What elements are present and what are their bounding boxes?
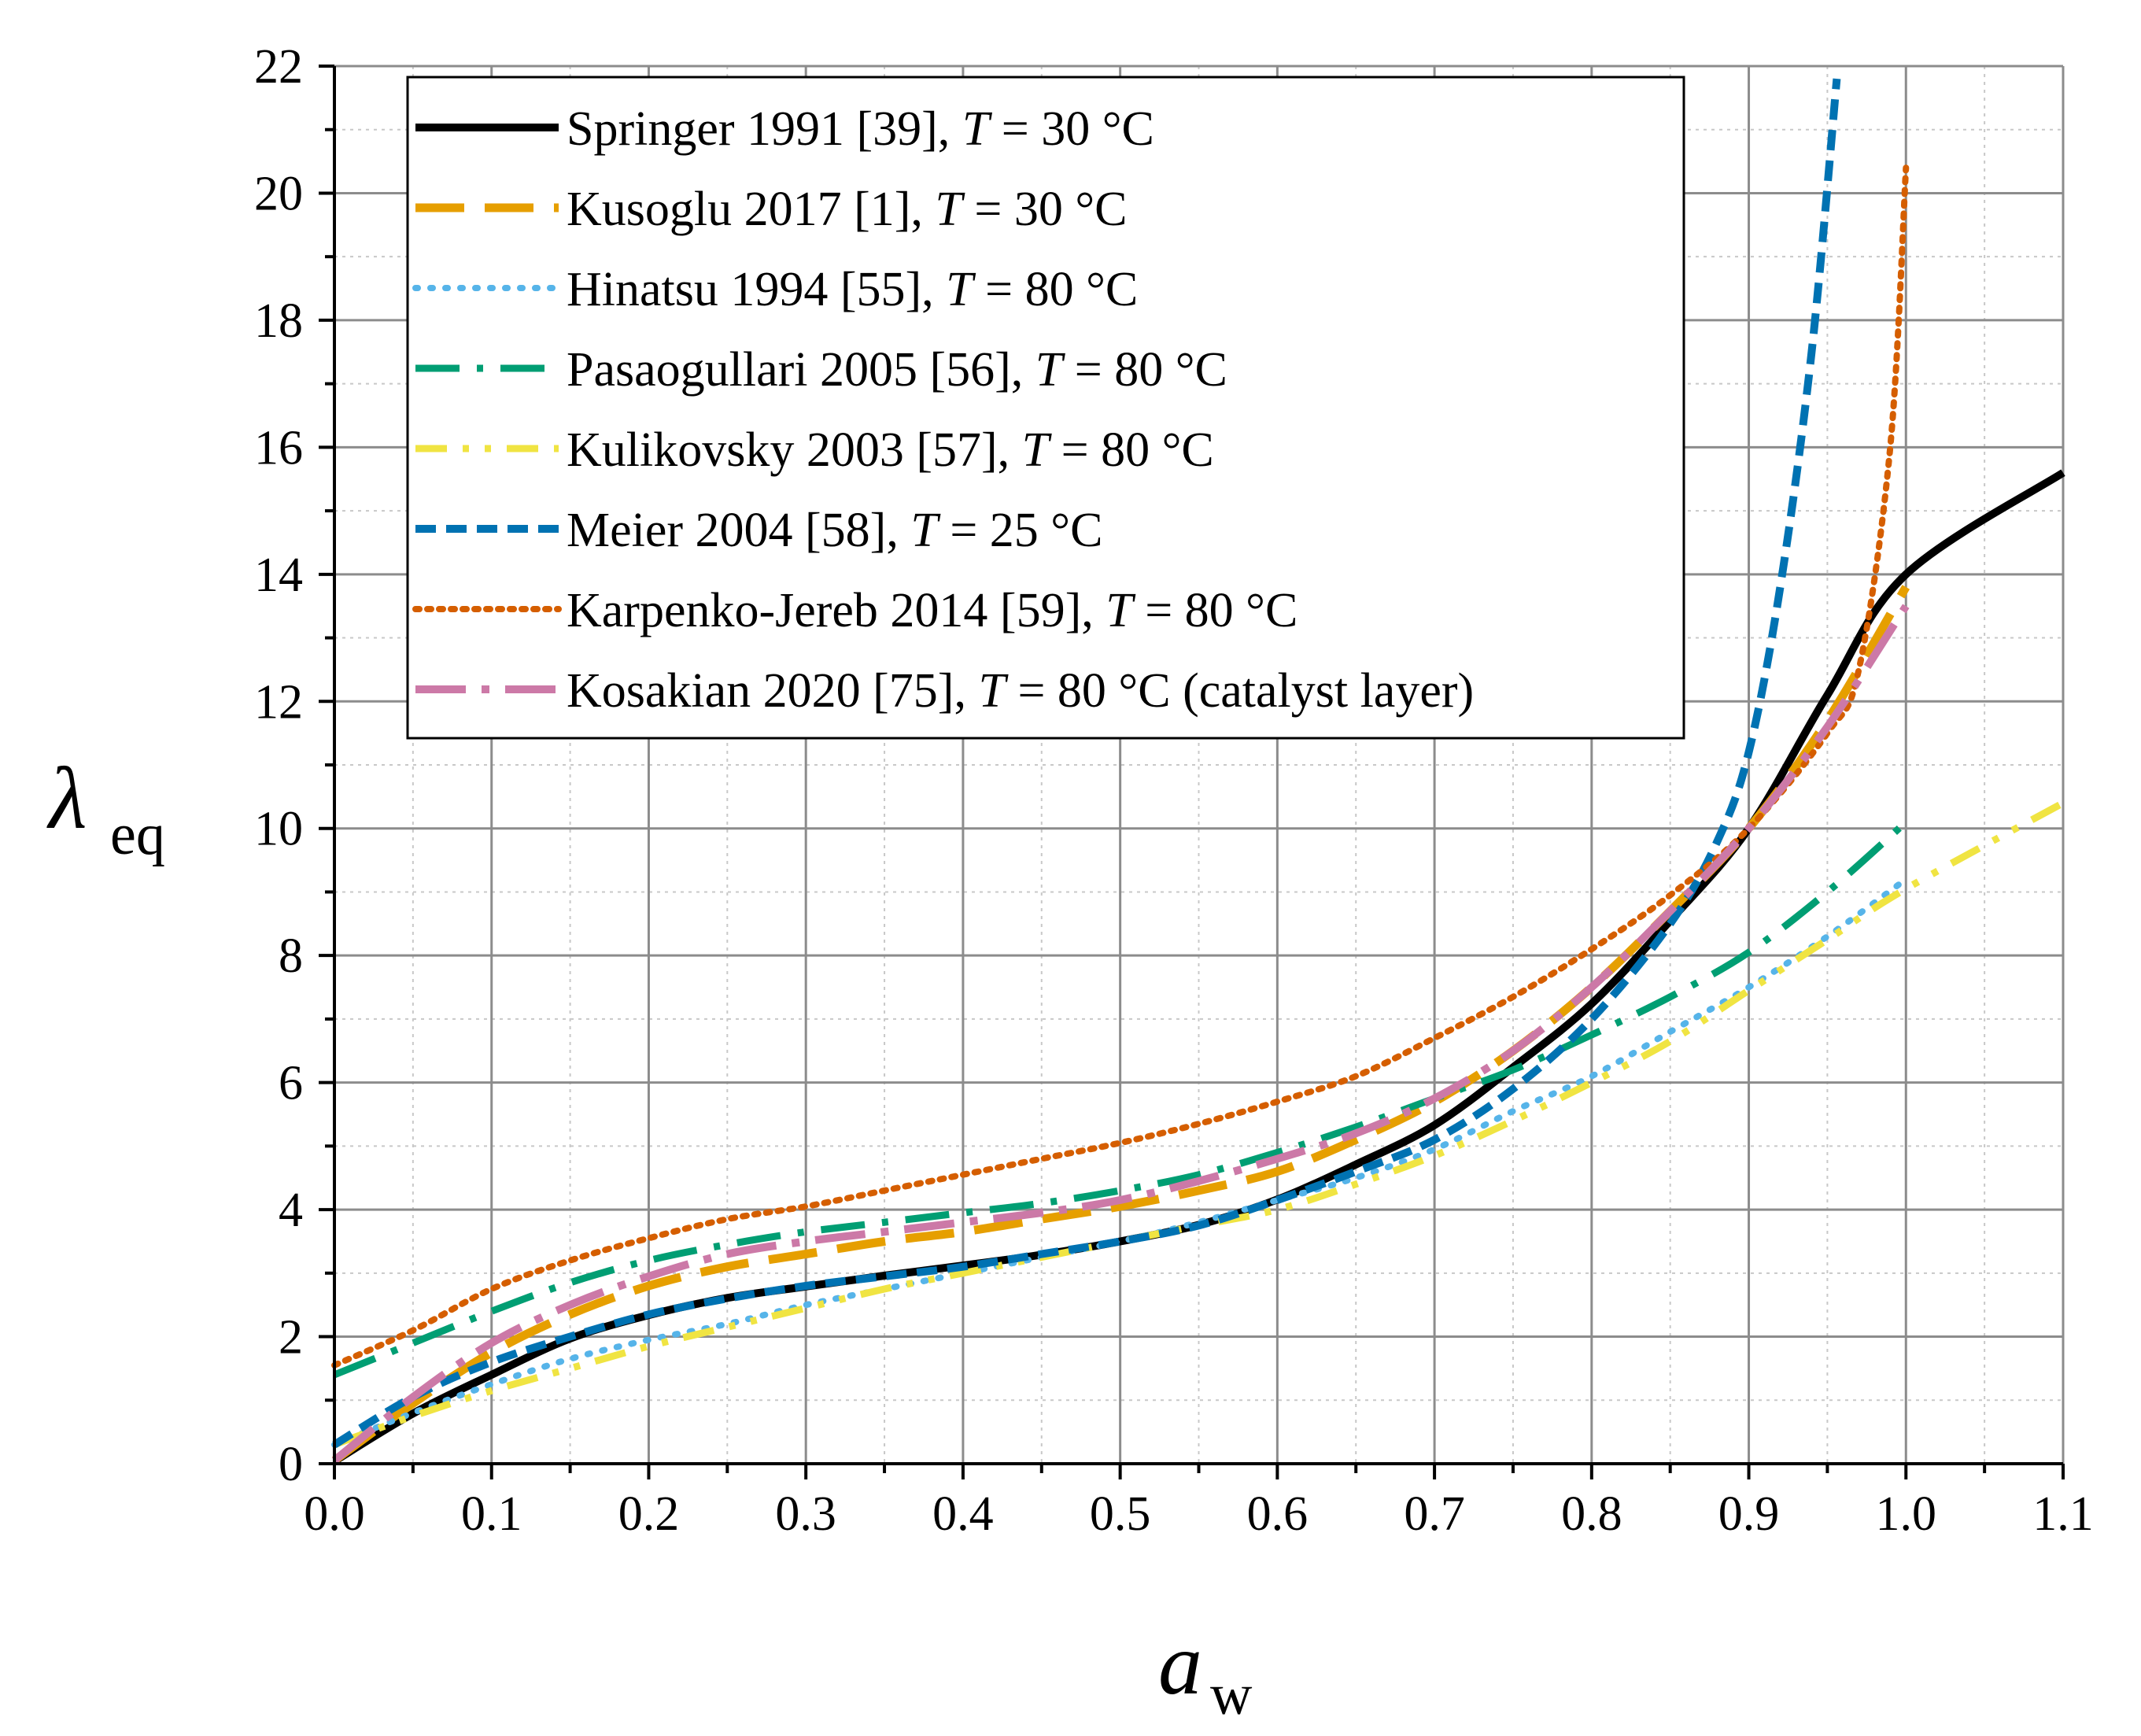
series-8	[331, 604, 1910, 1464]
y-tick-label: 6	[279, 1057, 303, 1110]
legend-label-temp-symbol: T	[946, 263, 976, 316]
series-line	[332, 78, 1841, 1449]
y-tick-label: 18	[254, 294, 303, 348]
legend-label-source: Kosakian 2020 [75],	[567, 664, 978, 718]
legend-item: Kusoglu 2017 [1], T = 30 °C	[415, 183, 1128, 236]
legend-label-temp-value: = 30 °C	[962, 183, 1128, 236]
x-tick-label: 0.4	[932, 1487, 994, 1541]
y-tick-label: 4	[279, 1184, 303, 1237]
axes: 0.0 0.1 0.2 0.3 0.4 0.5 0.6 0.7 0.8 0.9 1.0 1.1 0 2 4 6…	[254, 40, 2094, 1541]
legend-label: Kulikovsky 2003 [57], T = 80 °C	[567, 423, 1214, 477]
legend-label-temp-value: = 30 °C	[989, 102, 1154, 156]
legend-item: Hinatsu 1994 [55], T = 80 °C	[412, 263, 1138, 316]
x-tick-label: 0.3	[775, 1487, 836, 1541]
legend-label-temp-symbol: T	[962, 102, 993, 156]
legend-label-temp-symbol: T	[910, 504, 941, 557]
legend-label-temp-symbol: T	[978, 664, 1009, 718]
legend-label-source: Meier 2004 [58],	[567, 504, 910, 557]
y-tick-label: 10	[254, 803, 303, 856]
x-tick-label: 0.0	[304, 1487, 365, 1541]
y-tick-label: 2	[279, 1311, 303, 1365]
x-tick-label: 0.1	[461, 1487, 522, 1541]
y-tick-label: 8	[279, 929, 303, 983]
legend-label-temp-symbol: T	[935, 183, 965, 236]
legend-label: Kusoglu 2017 [1], T = 30 °C	[567, 183, 1128, 236]
legend-label-temp-symbol: T	[1106, 584, 1136, 637]
x-tick-label: 0.8	[1561, 1487, 1622, 1541]
legend-label-source: Kulikovsky 2003 [57],	[567, 423, 1022, 477]
legend-label: Kosakian 2020 [75], T = 80 °C (catalyst …	[567, 664, 1474, 718]
legend-label-temp-value: = 80 °C	[1133, 584, 1298, 637]
y-tick-label: 16	[254, 421, 303, 475]
x-tick-label: 0.5	[1090, 1487, 1151, 1541]
legend-label: Hinatsu 1994 [55], T = 80 °C	[567, 263, 1138, 316]
series-4	[333, 819, 1909, 1379]
x-tick-label: 1.0	[1876, 1487, 1937, 1541]
legend-label-temp-symbol: T	[1035, 343, 1066, 397]
legend-item: Kosakian 2020 [75], T = 80 °C (catalyst …	[415, 664, 1474, 718]
legend-label-temp-value: = 80 °C	[1062, 343, 1227, 397]
legend-label-source: Hinatsu 1994 [55],	[567, 263, 946, 316]
x-tick-label: 0.2	[618, 1487, 680, 1541]
series-2	[331, 585, 1910, 1465]
x-tick-label: 0.6	[1247, 1487, 1309, 1541]
y-tick-label: 0	[279, 1438, 303, 1491]
legend-label: Springer 1991 [39], T = 30 °C	[567, 102, 1154, 156]
legend-item: Karpenko-Jereb 2014 [59], T = 80 °C	[412, 584, 1298, 637]
x-tick-label: 0.7	[1404, 1487, 1465, 1541]
legend-label-source: Karpenko-Jereb 2014 [59],	[567, 584, 1106, 637]
legend-item: Springer 1991 [39], T = 30 °C	[415, 102, 1154, 156]
series-6	[332, 78, 1841, 1449]
x-tick-label: 1.1	[2032, 1487, 2094, 1541]
legend-label-temp-value: = 80 °C	[1049, 423, 1214, 477]
plot-series	[331, 78, 2065, 1465]
y-tick-label: 22	[254, 40, 303, 94]
legend-label-source: Springer 1991 [39],	[567, 102, 962, 156]
legend-label-source: Pasaogullari 2005 [56],	[567, 343, 1035, 397]
x-axis-title-main: a	[1158, 1616, 1202, 1713]
legend-label: Meier 2004 [58], T = 25 °C	[567, 504, 1102, 557]
x-axis-title: a w	[1158, 1616, 1253, 1727]
legend-box	[406, 76, 1685, 740]
series-line	[333, 819, 1909, 1379]
legend-label-temp-value: = 80 °C	[973, 263, 1139, 316]
legend-item: Kulikovsky 2003 [57], T = 80 °C	[415, 423, 1214, 477]
y-axis-title-sub: eq	[110, 803, 165, 867]
legend-item: Meier 2004 [58], T = 25 °C	[415, 504, 1102, 557]
legend-label-temp-symbol: T	[1022, 423, 1053, 477]
y-tick-label: 20	[254, 167, 303, 220]
series-line	[331, 604, 1910, 1464]
legend-label-source: Kusoglu 2017 [1],	[567, 183, 935, 236]
x-tick-label: 0.9	[1718, 1487, 1780, 1541]
y-tick-label: 12	[254, 675, 303, 729]
legend-label-temp-value: = 25 °C	[938, 504, 1103, 557]
legend-label-temp-value: = 80 °C (catalyst layer)	[1006, 664, 1474, 718]
legend-label: Pasaogullari 2005 [56], T = 80 °C	[567, 343, 1227, 397]
y-axis-title-main: λ	[46, 750, 87, 848]
x-axis-title-sub: w	[1210, 1663, 1253, 1727]
series-line	[331, 585, 1910, 1465]
y-axis-title: λ eq	[46, 750, 165, 867]
legend-label: Karpenko-Jereb 2014 [59], T = 80 °C	[567, 584, 1298, 637]
y-tick-label: 14	[254, 549, 303, 602]
legend-item: Pasaogullari 2005 [56], T = 80 °C	[415, 343, 1227, 397]
